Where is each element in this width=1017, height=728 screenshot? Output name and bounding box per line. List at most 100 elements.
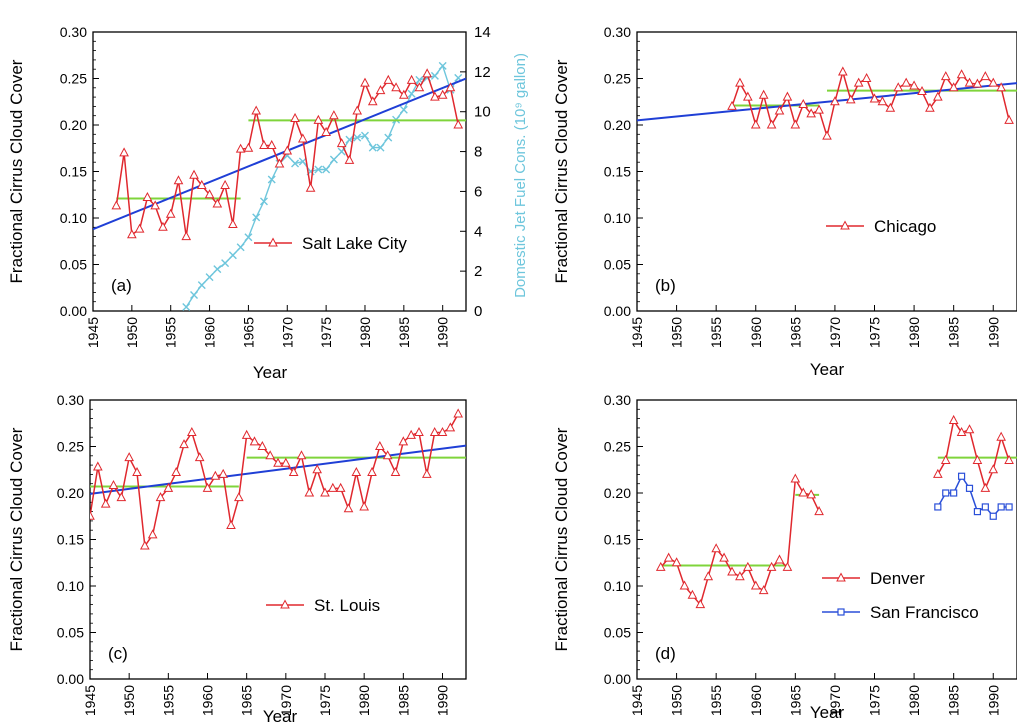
data-point: [932, 91, 943, 101]
x-tick-label: 1955: [160, 685, 176, 716]
data-point: [163, 482, 174, 492]
series-line: [90, 413, 459, 549]
x-axis-label: Year: [263, 707, 298, 726]
x-tick-label: 1960: [202, 317, 218, 348]
x-tick-label: 1945: [629, 685, 645, 716]
fuel-point: [438, 61, 447, 70]
legend-label: Chicago: [874, 217, 936, 236]
y2-axis-label: Domestic Jet Fuel Cons. (10⁹ gallon): [512, 53, 529, 298]
fuel-point: [314, 165, 323, 174]
x-tick-label: 1950: [121, 685, 137, 716]
data-point: [147, 529, 158, 539]
data-point: [957, 472, 966, 480]
fuel-point: [252, 213, 261, 222]
x-axis-label: Year: [810, 360, 845, 379]
y-tick-label: 0.25: [57, 439, 84, 455]
data-point: [313, 114, 324, 124]
fuel-point: [259, 197, 268, 206]
fuel-point: [376, 143, 385, 152]
fuel-point: [197, 281, 206, 290]
data-point: [430, 91, 440, 101]
y-tick-label: 0.20: [604, 485, 631, 501]
fuel-point: [399, 105, 408, 114]
data-point: [266, 139, 277, 149]
data-point: [893, 82, 904, 92]
data-point: [909, 80, 919, 90]
legend-marker: [268, 237, 278, 247]
legend-marker: [840, 220, 850, 230]
data-point: [367, 96, 378, 106]
data-point: [806, 108, 817, 118]
data-point: [290, 112, 300, 122]
data-point: [956, 426, 967, 437]
data-point: [336, 138, 347, 148]
data-point: [265, 450, 276, 460]
data-point: [171, 466, 182, 477]
y-tick-label: 0.00: [60, 303, 87, 319]
x-tick-label: 1985: [946, 317, 962, 348]
data-point: [437, 426, 448, 437]
x-tick-label: 1950: [124, 317, 140, 348]
data-point: [108, 479, 119, 490]
y-axis-label: Fractional Cirrus Cloud Cover: [552, 427, 571, 651]
data-point: [359, 501, 370, 511]
data-point: [814, 506, 824, 516]
x-tick-label: 1965: [240, 317, 256, 348]
data-point: [335, 482, 346, 492]
data-point: [727, 100, 737, 110]
data-point: [390, 466, 401, 477]
data-point: [233, 492, 244, 502]
data-point: [877, 96, 888, 106]
data-point: [972, 78, 983, 88]
fuel-point: [329, 155, 338, 164]
x-tick-label: 1960: [748, 317, 764, 348]
data-point: [218, 468, 229, 478]
y-tick-label: 0.05: [60, 257, 87, 273]
data-point: [351, 466, 362, 477]
x-tick-label: 1985: [396, 317, 412, 348]
x-tick-label: 1950: [669, 685, 685, 716]
data-point: [155, 492, 166, 502]
data-point: [204, 189, 215, 199]
data-point: [942, 489, 950, 497]
data-point: [226, 519, 236, 530]
plot-frame: [89, 399, 467, 680]
x-tick-label: 1955: [708, 317, 724, 348]
y-tick-label: 0.25: [604, 71, 631, 87]
data-point: [257, 440, 268, 450]
data-point: [445, 82, 456, 92]
data-point: [414, 82, 425, 92]
x-tick-label: 1975: [318, 317, 334, 348]
data-point: [327, 482, 338, 492]
chart-panel-d: 0.00 0.05 0.10 0.15 0.20 0.25 0.30 1945 1950 1955…: [552, 392, 1017, 722]
fuel-point: [213, 265, 222, 274]
data-point: [861, 72, 872, 82]
data-point: [790, 473, 801, 483]
data-point: [165, 208, 176, 218]
y-tick-label: 0.30: [60, 24, 87, 40]
data-point: [228, 218, 238, 229]
data-point: [398, 89, 409, 99]
data-point: [406, 74, 417, 84]
data-point: [243, 142, 254, 152]
x-tick-label: 1970: [278, 685, 294, 716]
x-tick-label: 1985: [946, 685, 962, 716]
x-tick-label: 1955: [163, 317, 179, 348]
data-point: [925, 102, 935, 112]
data-point: [249, 436, 260, 446]
fuel-point: [353, 133, 362, 142]
data-point: [782, 561, 793, 571]
data-point: [853, 77, 864, 87]
x-tick-label: 1970: [827, 685, 843, 716]
y-tick-label: 0.15: [57, 532, 84, 548]
y-tick-label: 0.00: [604, 671, 631, 687]
data-point: [282, 145, 293, 155]
plot-area: [637, 66, 1017, 140]
data-point: [798, 98, 809, 109]
plot-frame: [636, 399, 1017, 680]
data-point: [679, 580, 690, 590]
legend-marker: [836, 572, 846, 582]
series-line: [937, 474, 1010, 518]
x-tick-label: 1975: [867, 685, 883, 716]
y2-tick-label: 8: [474, 144, 482, 161]
